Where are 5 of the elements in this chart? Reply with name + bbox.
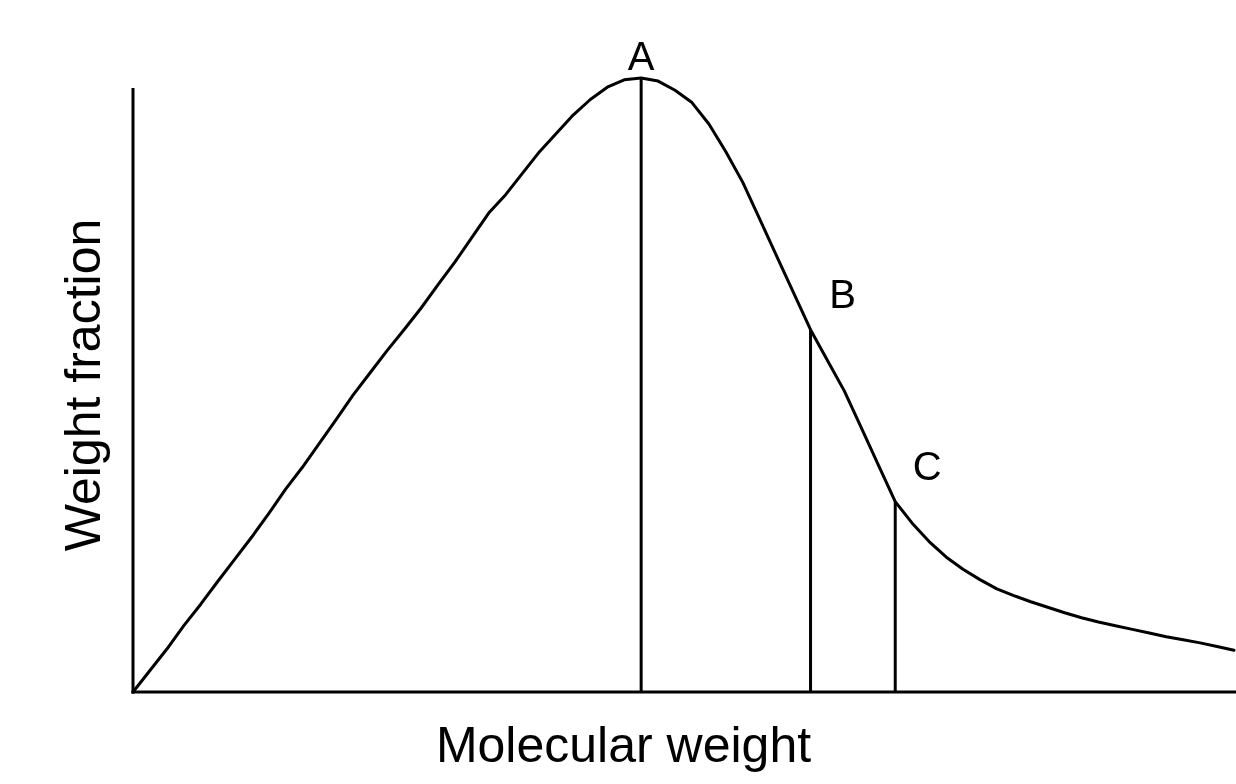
annotation: B <box>829 271 856 316</box>
y-axis-title: Weight fraction <box>55 218 111 552</box>
annotation: A <box>627 34 655 78</box>
x-axis-title: Molecular weight <box>435 717 812 773</box>
annotation: C <box>912 443 942 488</box>
